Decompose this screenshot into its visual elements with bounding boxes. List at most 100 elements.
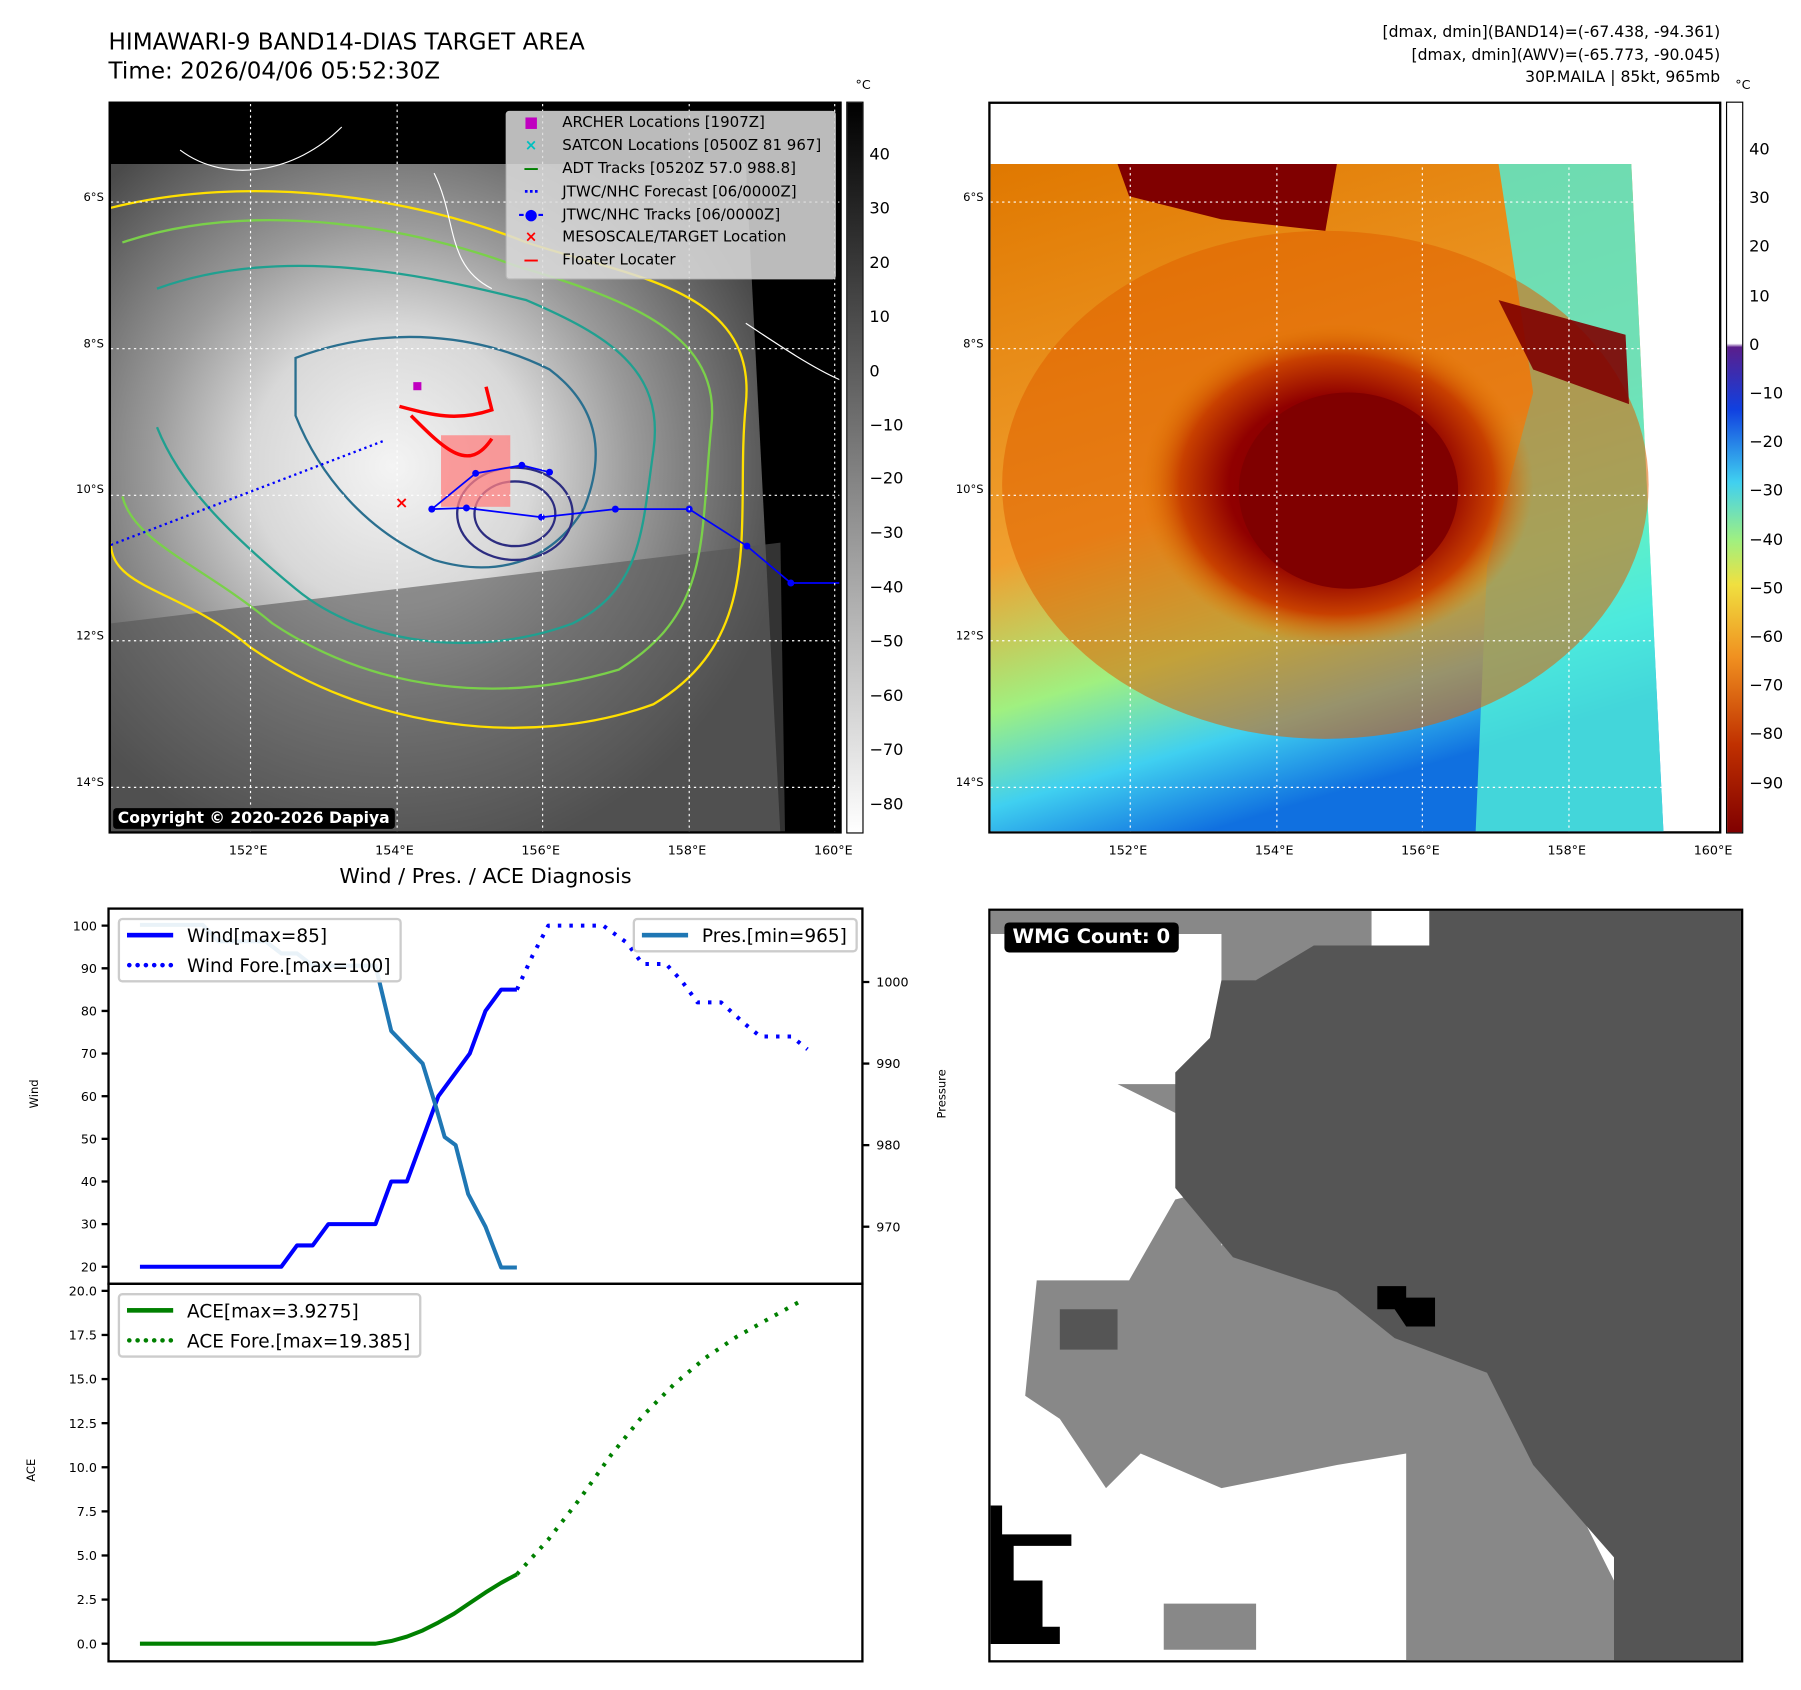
- y-tick-label: 40: [81, 1174, 97, 1189]
- tick-label: 158°E: [667, 842, 707, 858]
- y-tick-label: 30: [81, 1217, 97, 1232]
- y-tick-label: 5.0: [77, 1548, 97, 1563]
- legend-marker-icon: ■: [523, 114, 539, 133]
- y-tick-label: 1000: [876, 975, 908, 990]
- legend-wind: Wind[max=85]: [187, 924, 328, 947]
- legend-label: JTWC/NHC Tracks [06/0000Z]: [562, 206, 781, 224]
- legend-item: ⋯ JTWC/NHC Forecast [06/0000Z]: [507, 181, 835, 204]
- y-tick-label: 980: [876, 1138, 900, 1153]
- tick-label: 12°S: [955, 630, 984, 644]
- info-awv: [dmax, dmin](AWV)=(-65.773, -90.045): [1411, 45, 1721, 65]
- legend-marker-icon: ⋯: [523, 183, 539, 201]
- y-tick-label: 17.5: [69, 1328, 97, 1343]
- y-tick-label: 12.5: [69, 1416, 97, 1431]
- tick-label: 30: [1749, 189, 1770, 209]
- title-line-1: HIMAWARI-9 BAND14-DIAS TARGET AREA: [108, 27, 585, 56]
- tick-label: −20: [869, 470, 904, 489]
- wind-legend: Wind[max=85] Wind Fore.[max=100]: [117, 917, 402, 983]
- tick-label: 30: [869, 199, 890, 219]
- tick-label: 20: [869, 253, 890, 273]
- legend-item: — Floater Locater: [507, 249, 835, 272]
- figure-title: HIMAWARI-9 BAND14-DIAS TARGET AREA Time:…: [109, 28, 585, 86]
- tick-label: −50: [1749, 579, 1784, 598]
- tick-label: −90: [1749, 774, 1784, 793]
- series-wind: [139, 987, 517, 1269]
- tick-label: 40: [1749, 140, 1770, 160]
- colorbar-unit: °C: [855, 77, 871, 93]
- map-legend: ■ ARCHER Locations [1907Z] × SATCON Locatio…: [505, 110, 836, 280]
- wmg-imagery: [990, 910, 1741, 1661]
- tick-label: 152°E: [1108, 842, 1148, 858]
- legend-marker-icon: —: [523, 251, 539, 270]
- legend-item: × SATCON Locations [0500Z 81 967]: [507, 135, 835, 158]
- tick-label: −60: [869, 686, 904, 706]
- tick-label: −60: [1749, 628, 1784, 647]
- band14-imagery: ×: [110, 103, 840, 832]
- legend-item: — ADT Tracks [0520Z 57.0 988.8]: [507, 158, 835, 181]
- ace-axes: [107, 1282, 864, 1663]
- legend-marker-icon: ×: [524, 229, 538, 247]
- y-tick-label: 20: [81, 1259, 97, 1274]
- diagnosis-chart: 20 30 40 50 60 70 80 90 100 970 980 990 1000 0.0 2.5 5.…: [69, 907, 909, 1663]
- tick-label: −70: [869, 741, 904, 760]
- y-tick-label: 100: [73, 918, 97, 933]
- tick-label: 160°E: [1693, 842, 1733, 858]
- legend-marker-icon: ×: [524, 137, 538, 155]
- colorbar-unit-2: °C: [1735, 77, 1751, 93]
- awv-map: [988, 101, 1722, 834]
- y-tick-label: 15.0: [69, 1372, 97, 1387]
- tick-label: 156°E: [1401, 842, 1440, 858]
- y-tick-label: 7.5: [77, 1504, 97, 1519]
- legend-label: Floater Locater: [562, 251, 676, 270]
- tick-label: 14°S: [955, 776, 984, 790]
- tick-label: −80: [869, 795, 904, 814]
- legend-item: ■ ARCHER Locations [1907Z]: [507, 112, 835, 135]
- tick-label: 8°S: [83, 337, 104, 351]
- legend-label: MESOSCALE/TARGET Location: [562, 229, 787, 247]
- tick-label: 156°E: [521, 842, 561, 858]
- tick-label: −10: [869, 416, 904, 435]
- awv-imagery: [990, 103, 1720, 832]
- tick-label: 160°E: [813, 842, 853, 858]
- tick-label: −50: [869, 632, 904, 652]
- tick-label: 0: [869, 362, 880, 381]
- tick-label: 154°E: [375, 842, 414, 858]
- colorbar-band14: [846, 101, 864, 834]
- tick-label: −30: [1749, 481, 1784, 501]
- legend-ace-forecast: ACE Fore.[max=19.385]: [187, 1329, 411, 1352]
- y-tick-label: 2.5: [77, 1592, 97, 1607]
- wmg-panel: WMG Count: 0: [988, 908, 1744, 1663]
- wmg-count-badge: WMG Count: 0: [1004, 922, 1179, 953]
- tick-label: 154°E: [1254, 842, 1294, 858]
- legend-label: ADT Tracks [0520Z 57.0 988.8]: [562, 160, 796, 178]
- legend-pressure: Pres.[min=965]: [701, 924, 847, 947]
- legend-label: JTWC/NHC Forecast [06/0000Z]: [562, 183, 797, 201]
- y-tick-label: 970: [876, 1219, 900, 1234]
- svg-text:×: ×: [395, 493, 409, 512]
- y-tick-label: 20.0: [69, 1283, 97, 1298]
- tick-label: −20: [1749, 433, 1784, 452]
- tick-label: 20: [1749, 238, 1770, 257]
- y-tick-label: 990: [876, 1056, 900, 1071]
- tick-label: 10°S: [955, 484, 984, 497]
- copyright: Copyright © 2020-2026 Dapiya: [113, 808, 395, 829]
- y-tick-label: 60: [81, 1089, 97, 1104]
- tick-label: −10: [1749, 384, 1784, 403]
- tick-label: −70: [1749, 676, 1784, 696]
- tick-label: −30: [869, 524, 904, 543]
- tick-label: 152°E: [228, 842, 268, 858]
- tick-label: 0: [1749, 335, 1760, 355]
- tick-label: 12°S: [76, 630, 104, 644]
- tick-label: −40: [1749, 530, 1784, 550]
- tick-label: −40: [869, 578, 904, 598]
- tick-label: 158°E: [1547, 842, 1587, 858]
- info-band14: [dmax, dmin](BAND14)=(-67.438, -94.361): [1382, 23, 1721, 42]
- legend-item: -●- JTWC/NHC Tracks [06/0000Z]: [507, 203, 835, 226]
- legend-wind-forecast: Wind Fore.[max=100]: [187, 954, 391, 977]
- series-ace-fore-: [515, 1299, 801, 1576]
- tick-label: 10: [1749, 287, 1770, 306]
- pressure-ylabel: Pressure: [936, 1069, 949, 1119]
- title-line-2: Time: 2026/04/06 05:52:30Z: [108, 56, 441, 85]
- colorbar-awv: [1725, 101, 1744, 834]
- tick-label: 14°S: [76, 776, 104, 790]
